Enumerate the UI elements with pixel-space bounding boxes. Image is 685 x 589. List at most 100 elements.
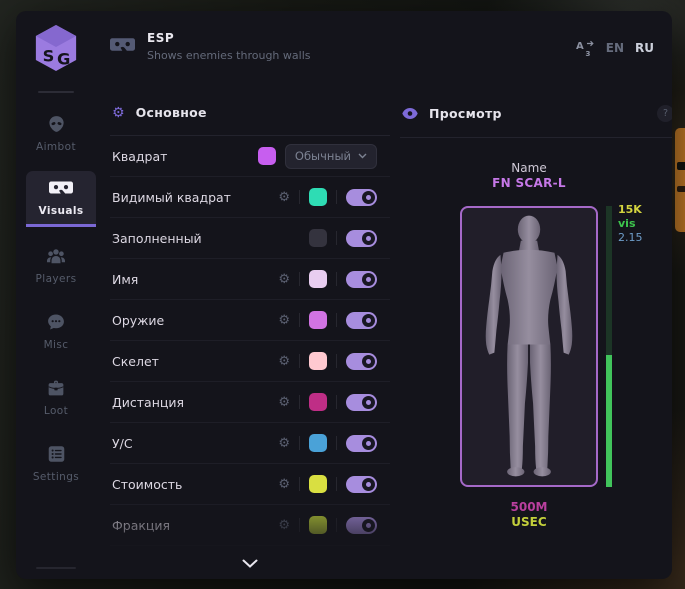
gear-icon[interactable]: ⚙	[278, 312, 290, 328]
color-swatch[interactable]	[257, 147, 276, 165]
dropdown[interactable]: Обычный	[284, 143, 377, 169]
header-text: ESP Shows enemies through walls	[147, 31, 310, 62]
setting-row: Фракция ⚙	[110, 505, 390, 546]
color-swatch[interactable]	[309, 188, 327, 206]
toggle-switch[interactable]	[346, 188, 377, 206]
toggle-switch[interactable]	[346, 270, 377, 288]
separator	[336, 272, 337, 286]
toggle-switch[interactable]	[346, 352, 377, 370]
lang-ru-button[interactable]: RU	[635, 41, 654, 55]
gear-icon[interactable]: ⚙	[278, 353, 290, 369]
setting-row: Заполненный	[110, 218, 390, 259]
color-swatch[interactable]	[309, 229, 327, 247]
gear-icon[interactable]: ⚙	[278, 435, 290, 451]
setting-label: Оружие	[112, 312, 165, 328]
color-swatch[interactable]	[309, 270, 327, 288]
separator	[336, 518, 337, 532]
sidebar-item-players[interactable]: Players	[24, 237, 88, 293]
topbar: ESP Shows enemies through walls A з EN R…	[110, 31, 654, 62]
color-swatch[interactable]	[309, 311, 327, 329]
model-name-block: Name FN SCAR-L	[460, 161, 598, 191]
settings-rows: Квадрат Обычный Видимый квадрат ⚙ Заполн…	[110, 136, 390, 546]
separator	[336, 190, 337, 204]
setting-row: Дистанция ⚙	[110, 382, 390, 423]
health-bar-fill	[606, 354, 612, 487]
sidebar-item-misc[interactable]: Misc	[24, 303, 88, 359]
separator	[299, 436, 300, 450]
setting-label: У/С	[112, 435, 133, 451]
translate-icon[interactable]: A з	[576, 39, 595, 57]
setting-label: Заполненный	[112, 230, 202, 246]
setting-label: Скелет	[112, 353, 159, 369]
svg-text:S: S	[43, 46, 55, 65]
separator	[336, 395, 337, 409]
separator	[336, 313, 337, 327]
toggle-switch[interactable]	[346, 393, 377, 411]
model-bottom-labels: 500M USEC	[460, 500, 598, 530]
page-subtitle: Shows enemies through walls	[147, 49, 311, 62]
help-button[interactable]: ?	[657, 105, 672, 122]
lang-en-button[interactable]: EN	[605, 41, 625, 55]
model-stats: 15K vis 2.15	[618, 203, 643, 245]
dropdown-value: Обычный	[294, 149, 351, 163]
sidebar-bottom-divider	[36, 567, 76, 569]
svg-text:G: G	[57, 49, 70, 68]
page-title: ESP	[147, 31, 175, 45]
name-label: Name	[511, 161, 547, 175]
gear-icon[interactable]: ⚙	[278, 517, 290, 533]
setting-row: Видимый квадрат ⚙	[110, 177, 390, 218]
preview-section-title: Просмотр	[429, 106, 502, 121]
players-icon	[45, 246, 67, 266]
gear-icon[interactable]: ⚙	[278, 271, 290, 287]
setting-row: Стоимость ⚙	[110, 464, 390, 505]
sidebar-item-aimbot[interactable]: Aimbot	[24, 105, 88, 161]
setting-row: Имя ⚙	[110, 259, 390, 300]
weapon-name: FN SCAR-L	[492, 176, 566, 190]
setting-row: Оружие ⚙	[110, 300, 390, 341]
preview-panel: Просмотр ? Name FN SCAR-L	[400, 99, 672, 569]
setting-label: Квадрат	[112, 148, 168, 164]
color-swatch[interactable]	[309, 516, 327, 534]
gear-icon: ⚙	[112, 104, 125, 121]
color-swatch[interactable]	[309, 475, 327, 493]
color-swatch[interactable]	[309, 393, 327, 411]
alien-icon	[47, 114, 66, 134]
toggle-switch[interactable]	[346, 229, 377, 247]
settings-section-title: Основное	[135, 105, 207, 120]
toggle-switch[interactable]	[346, 516, 377, 534]
stat-visibility: vis	[618, 217, 636, 230]
gear-icon[interactable]: ⚙	[278, 476, 290, 492]
preview-section-header: Просмотр ?	[400, 99, 672, 138]
toggle-switch[interactable]	[346, 311, 377, 329]
toggle-switch[interactable]	[346, 434, 377, 452]
sidebar-item-visuals[interactable]: Visuals	[26, 171, 96, 227]
sidebar-item-loot[interactable]: Loot	[24, 369, 88, 425]
chat-icon	[46, 312, 66, 332]
background-game-object	[675, 128, 685, 232]
gear-icon[interactable]: ⚙	[278, 394, 290, 410]
color-swatch[interactable]	[309, 352, 327, 370]
gear-icon[interactable]: ⚙	[278, 189, 290, 205]
setting-row: Квадрат Обычный	[110, 136, 390, 177]
chevron-down-icon	[358, 153, 367, 159]
player-model-box	[460, 206, 598, 487]
separator	[299, 395, 300, 409]
svg-text:A: A	[576, 41, 584, 52]
player-model-figure	[485, 215, 573, 477]
chevron-down-icon	[242, 559, 258, 568]
settings-section-header: ⚙ Основное	[110, 99, 390, 136]
scroll-down-button[interactable]	[238, 552, 262, 575]
svg-text:з: з	[585, 49, 590, 57]
toggle-switch[interactable]	[346, 475, 377, 493]
separator	[299, 518, 300, 532]
sidebar-nav: Aimbot Visuals Players Misc Loot Setting…	[16, 105, 96, 491]
stat-value: 15K	[618, 203, 642, 216]
separator	[336, 436, 337, 450]
setting-label: Имя	[112, 271, 139, 287]
color-swatch[interactable]	[309, 434, 327, 452]
vr-goggles-icon	[49, 178, 73, 198]
sg-cube-icon: S G	[35, 25, 77, 71]
sidebar-item-settings[interactable]: Settings	[24, 435, 88, 491]
separator	[336, 477, 337, 491]
